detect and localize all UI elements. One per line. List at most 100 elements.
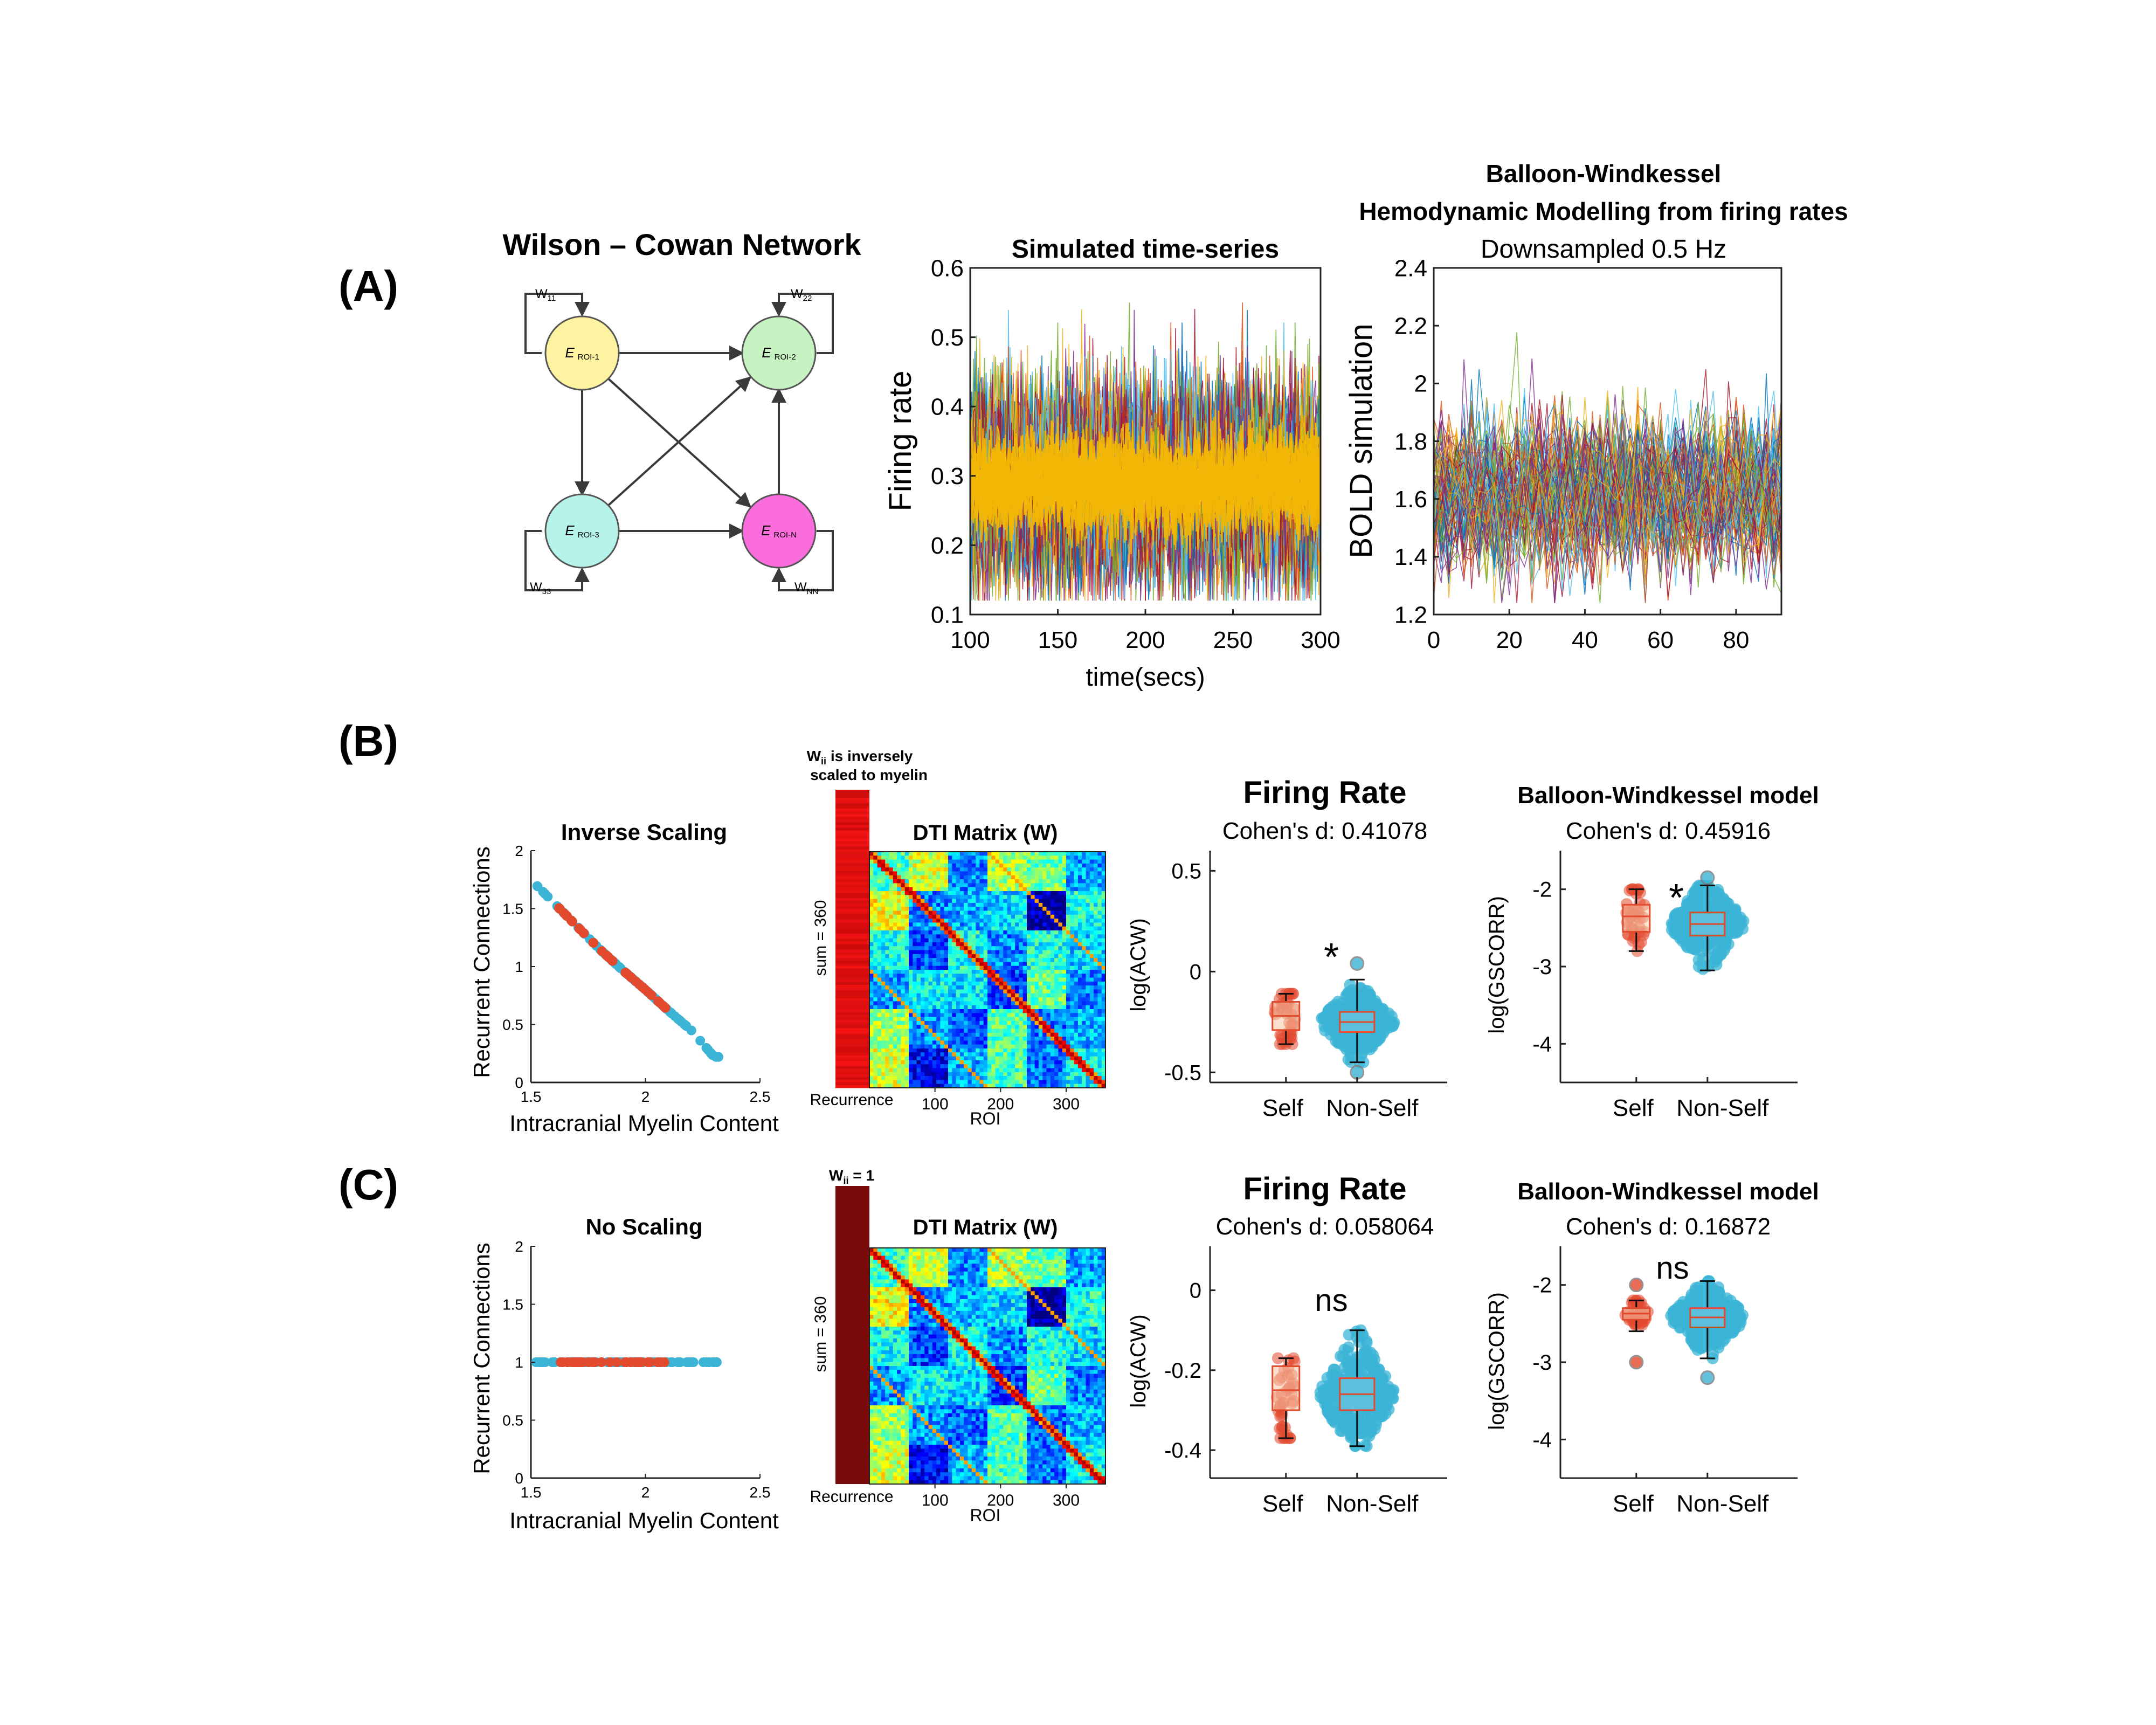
- heatmap-cell: [1050, 977, 1055, 982]
- heatmap-cell: [1034, 1032, 1039, 1037]
- heatmap-cell: [932, 1048, 937, 1053]
- heatmap-cell: [983, 1052, 988, 1057]
- heatmap-cell: [964, 1048, 969, 1053]
- heatmap-cell: [964, 922, 969, 927]
- heatmap-cell: [991, 1032, 996, 1037]
- heatmap-cell: [987, 946, 992, 951]
- heatmap-cell: [873, 958, 878, 962]
- heatmap-cell: [987, 1029, 992, 1033]
- heatmap-cell: [944, 930, 949, 935]
- heatmap-cell: [928, 852, 933, 856]
- heatmap-cell: [869, 867, 874, 872]
- heatmap-cell: [1062, 1048, 1067, 1053]
- heatmap-cell: [924, 946, 929, 951]
- heatmap-cell: [889, 1060, 894, 1065]
- heatmap-cell: [877, 954, 882, 958]
- heatmap-cell: [881, 993, 886, 998]
- heatmap-cell: [1050, 965, 1055, 970]
- heatmap-cell: [869, 958, 874, 962]
- heatmap-cell: [1050, 934, 1055, 939]
- heatmap-cell: [881, 962, 886, 967]
- heatmap-cell: [1097, 919, 1102, 923]
- heatmap-cell: [956, 1056, 960, 1061]
- heatmap-cell: [956, 938, 960, 943]
- heatmap-cell: [1082, 954, 1087, 958]
- heatmap-cell: [936, 1029, 941, 1033]
- heatmap-cell: [889, 934, 894, 939]
- heatmap-cell: [936, 1060, 941, 1065]
- heatmap-cell: [877, 1076, 882, 1080]
- heatmap-cell: [959, 1084, 964, 1088]
- heatmap-cell: [928, 965, 933, 970]
- scatter-point-nonself: [695, 1036, 706, 1046]
- heatmap-cell: [964, 934, 969, 939]
- heatmap-cell: [952, 883, 957, 888]
- heatmap-cell: [991, 1084, 996, 1088]
- heatmap-cell: [1094, 852, 1098, 856]
- heatmap-cell: [1015, 875, 1019, 880]
- heatmap-cell: [952, 997, 957, 1002]
- heatmap-cell: [873, 887, 878, 892]
- heatmap-cell: [971, 1025, 976, 1030]
- heatmap-cell: [1050, 993, 1055, 998]
- heatmap-cell: [928, 1040, 933, 1045]
- heatmap-cell: [956, 946, 960, 951]
- heatmap-cell: [913, 926, 917, 931]
- heatmap-cell: [1070, 942, 1075, 947]
- heatmap-cell: [1094, 985, 1098, 990]
- heatmap-cell: [1058, 895, 1063, 900]
- heatmap-cell: [1077, 974, 1082, 978]
- heatmap-cell: [1074, 1080, 1079, 1085]
- heatmap-cell: [1094, 919, 1098, 923]
- heatmap-cell: [964, 1029, 969, 1033]
- heatmap-cell: [936, 1005, 941, 1010]
- heatmap-cell: [948, 1029, 952, 1033]
- heatmap-cell: [999, 1013, 1004, 1018]
- heatmap-cell: [944, 974, 949, 978]
- heatmap-cell: [995, 1064, 1000, 1069]
- heatmap-cell: [909, 907, 913, 912]
- heatmap-cell: [897, 962, 901, 967]
- heatmap-cell: [1042, 879, 1047, 884]
- bold-series-line: [1434, 429, 1781, 560]
- heatmap-cell: [1050, 1072, 1055, 1077]
- heatmap-cell: [897, 852, 901, 856]
- heatmap-cell: [1086, 1017, 1090, 1022]
- heatmap-cell: [1042, 1076, 1047, 1080]
- heatmap-cell: [1089, 879, 1094, 884]
- heatmap-cell: [1015, 1072, 1019, 1077]
- weight-w22: W22: [791, 287, 812, 303]
- heatmap-cell: [1086, 1076, 1090, 1080]
- heatmap-cell: [1034, 962, 1039, 967]
- heatmap-cell: [979, 977, 984, 982]
- heatmap-cell: [1077, 997, 1082, 1002]
- heatmap-cell: [901, 1060, 906, 1065]
- heatmap-cell: [979, 895, 984, 900]
- heatmap-cell: [948, 1032, 952, 1037]
- heatmap-cell: [1054, 1005, 1059, 1010]
- heatmap-cell: [959, 1052, 964, 1057]
- heatmap-cell: [1027, 852, 1031, 856]
- heatmap-cell: [1027, 1048, 1031, 1053]
- heatmap-cell: [1094, 910, 1098, 915]
- heatmap-cell: [1027, 902, 1031, 907]
- heatmap-cell: [1003, 871, 1008, 876]
- heatmap-cell: [932, 855, 937, 860]
- heatmap-cell: [1050, 1040, 1055, 1045]
- heatmap-cell: [1031, 871, 1035, 876]
- heatmap-cell: [959, 981, 964, 986]
- heatmap-cell: [1011, 934, 1015, 939]
- heatmap-cell: [1086, 977, 1090, 982]
- heatmap-cell: [956, 989, 960, 994]
- heatmap-cell: [1070, 1072, 1075, 1077]
- heatmap-cell: [1082, 1064, 1087, 1069]
- heatmap-cell: [1034, 1044, 1039, 1049]
- heatmap-cell: [971, 852, 976, 856]
- heatmap-cell: [909, 1013, 913, 1018]
- heatmap-cell: [932, 977, 937, 982]
- heatmap-cell: [916, 1060, 921, 1065]
- heatmap-cell: [904, 1025, 909, 1030]
- heatmap-cell: [913, 1048, 917, 1053]
- heatmap-cell: [1034, 1013, 1039, 1018]
- heatmap-cell: [1022, 974, 1027, 978]
